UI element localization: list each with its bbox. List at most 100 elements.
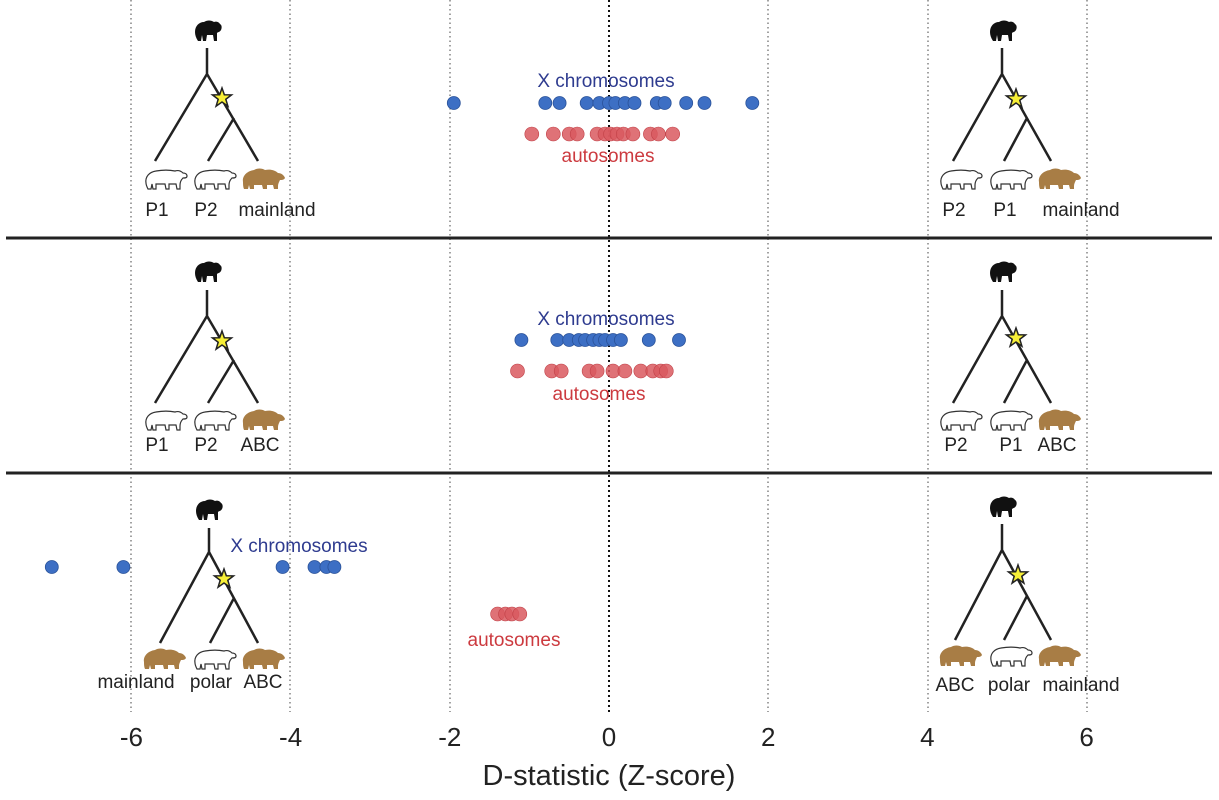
data-point (665, 126, 681, 142)
polar-bear-icon (194, 169, 237, 190)
tip-label: mainland (1042, 200, 1119, 221)
brown-bear-icon (143, 648, 186, 669)
data-point (569, 126, 585, 142)
panel-3: mainland polar ABC ABC polar mainland X … (44, 496, 1120, 696)
tip-label: P1 (999, 435, 1022, 456)
x-tick-label: 6 (1079, 722, 1093, 752)
series-label-autosomes: autosomes (562, 146, 655, 167)
x-axis: -6 -4 -2 0 2 4 6 (120, 722, 1094, 752)
right-tree: P2 P1 ABC (940, 261, 1081, 456)
data-point (745, 96, 760, 110)
brown-bear-icon (242, 168, 285, 189)
polar-bear-icon (990, 646, 1033, 667)
tip-label: P2 (944, 435, 967, 456)
data-point (672, 333, 686, 347)
data-point (512, 606, 528, 622)
right-tree: P2 P1 mainland (940, 20, 1120, 221)
data-point (275, 560, 290, 574)
series-label-x-chromosomes: X chromosomes (537, 71, 674, 92)
tip-label: ABC (935, 675, 974, 696)
grid-lines (130, 0, 1088, 712)
left-tree: P1 P2 mainland (145, 20, 316, 221)
x-chromosome-points (514, 333, 686, 347)
data-point (679, 96, 694, 110)
series-label-autosomes: autosomes (553, 384, 646, 405)
data-point (545, 126, 561, 142)
tip-label: mainland (1042, 675, 1119, 696)
data-point (116, 560, 131, 574)
data-point (614, 333, 628, 347)
tip-label: P1 (993, 200, 1016, 221)
data-point (44, 560, 59, 574)
x-tick-label: 0 (602, 722, 616, 752)
series-label-x-chromosomes: X chromosomes (230, 536, 367, 557)
tip-label: ABC (243, 672, 282, 693)
outgroup-bear-icon (990, 261, 1017, 282)
brown-bear-icon (1038, 168, 1081, 189)
polar-bear-icon (940, 410, 983, 431)
data-point (651, 126, 666, 142)
brown-bear-icon (1038, 409, 1081, 430)
data-point (552, 96, 567, 110)
data-point (657, 96, 672, 110)
tip-label: polar (190, 672, 233, 693)
data-point (589, 363, 605, 379)
x-tick-label: 2 (761, 722, 775, 752)
x-tick-label: -6 (120, 722, 143, 752)
brown-bear-icon (242, 648, 285, 669)
outgroup-bear-icon (195, 20, 222, 41)
polar-bear-icon (940, 169, 983, 190)
x-axis-label: D-statistic (Z-score) (483, 760, 736, 792)
data-point (627, 96, 642, 110)
outgroup-bear-icon (990, 496, 1017, 517)
data-point (446, 96, 461, 110)
star-icon (211, 330, 233, 350)
polar-bear-icon (194, 410, 237, 431)
left-tree: mainland polar ABC (97, 499, 285, 693)
autosome-points (490, 606, 528, 622)
outgroup-bear-icon (196, 499, 223, 520)
autosome-points (524, 126, 681, 142)
outgroup-bear-icon (990, 20, 1017, 41)
data-point (510, 363, 525, 379)
brown-bear-icon (939, 645, 982, 666)
data-point (553, 363, 569, 379)
star-icon (211, 87, 233, 107)
data-point (538, 96, 553, 110)
tip-label: ABC (240, 435, 279, 456)
data-point (524, 126, 540, 142)
x-tick-label: -4 (279, 722, 302, 752)
polar-bear-icon (145, 410, 188, 431)
panel-2: P1 P2 ABC P2 P1 ABC X chromosomes autoso… (145, 261, 1081, 456)
tip-label: mainland (238, 200, 315, 221)
panel-1: P1 P2 mainland P2 P1 mainland X chromoso… (145, 20, 1120, 221)
data-point (307, 560, 322, 574)
x-tick-label: 4 (920, 722, 934, 752)
data-point (327, 560, 342, 574)
tip-label: P2 (942, 200, 965, 221)
brown-bear-icon (242, 409, 285, 430)
tip-label: polar (988, 675, 1031, 696)
tip-label: mainland (97, 672, 174, 693)
polar-bear-icon (194, 649, 237, 670)
polar-bear-icon (990, 169, 1033, 190)
data-point (625, 126, 641, 142)
right-tree: ABC polar mainland (935, 496, 1120, 696)
autosome-points (510, 363, 674, 379)
data-point (579, 96, 594, 110)
tip-label: P1 (145, 200, 168, 221)
tip-label: P1 (145, 435, 168, 456)
series-label-autosomes: autosomes (468, 630, 561, 651)
data-point (697, 96, 712, 110)
x-chromosome-points (44, 560, 342, 574)
brown-bear-icon (1038, 645, 1081, 666)
left-tree: P1 P2 ABC (145, 261, 285, 456)
x-chromosome-points (446, 96, 760, 110)
x-tick-label: -2 (438, 722, 461, 752)
data-point (514, 333, 529, 347)
tip-label: ABC (1037, 435, 1076, 456)
star-icon (1005, 88, 1027, 108)
tip-label: P2 (194, 200, 217, 221)
tip-label: P2 (194, 435, 217, 456)
